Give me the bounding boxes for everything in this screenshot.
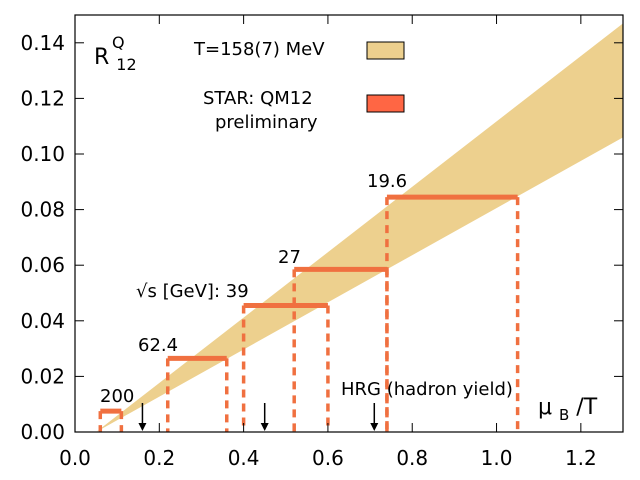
energy-prefix: √s [GeV]: (136, 281, 226, 302)
y-tick-label-0: 0.00 (20, 420, 65, 444)
star-bars (100, 194, 518, 414)
x-tick-label-4: 0.8 (396, 446, 428, 470)
hrg-arrows (138, 403, 379, 431)
energy-label-27: 27 (278, 247, 301, 268)
y-tick-label-7: 0.14 (20, 31, 65, 55)
axis-ticks: 0.0 0.2 0.4 0.6 0.8 1.0 1.2 0.00 0.02 0.04 0.06 0.0… (20, 15, 623, 470)
legend-band-label: T=158(7) MeV (193, 39, 325, 60)
y-axis-label-sub: 12 (116, 55, 136, 74)
energy-label-19.6: 19.6 (367, 171, 407, 192)
x-axis-label-main: μ (538, 395, 552, 420)
plot-border (74, 14, 624, 433)
y-axis-label: R 12 (94, 45, 137, 74)
star-dashed-bounds (98, 197, 520, 432)
energy-label-62.4: 62.4 (138, 335, 178, 356)
y-tick-label-4: 0.08 (20, 198, 65, 222)
x-tick-label-5: 1.0 (481, 446, 513, 470)
x-axis-label: μ B /T (538, 395, 598, 426)
y-tick-label-1: 0.02 (20, 364, 65, 388)
legend-star-label-2: preliminary (215, 112, 318, 133)
hrg-arrow-head-2 (370, 423, 379, 431)
theory-band-layer (96, 23, 624, 433)
legend-band-swatch (366, 41, 405, 60)
legend-star-label: STAR: QM12 (203, 88, 313, 109)
x-tick-label-6: 1.2 (565, 446, 597, 470)
hrg-arrow-head-1 (260, 423, 269, 431)
x-tick-label-1: 0.2 (143, 446, 175, 470)
y-tick-label-3: 0.06 (20, 253, 65, 277)
x-tick-label-2: 0.4 (228, 446, 260, 470)
theory-band (96, 23, 624, 433)
energy-label-200: 200 (100, 386, 134, 407)
x-axis-label-sub: B (559, 406, 569, 424)
energy-value-39: 39 (226, 281, 249, 302)
y-axis-label-main: R (94, 45, 109, 70)
energy-label-39: √s [GeV]: 39 (136, 281, 249, 302)
y-tick-label-6: 0.12 (20, 86, 65, 110)
x-tick-label-3: 0.6 (312, 446, 344, 470)
x-axis-label-tail: /T (576, 395, 597, 420)
plot-frame (74, 14, 624, 433)
hrg-label: HRG (hadron yield) (341, 379, 513, 400)
hrg-arrow-head-0 (138, 423, 147, 431)
y-tick-label-2: 0.04 (20, 309, 65, 333)
y-axis-label-sup: Q (112, 33, 125, 52)
x-tick-label-0: 0.0 (59, 446, 91, 470)
y-tick-label-5: 0.10 (20, 142, 65, 166)
legend-star-swatch (366, 94, 405, 113)
